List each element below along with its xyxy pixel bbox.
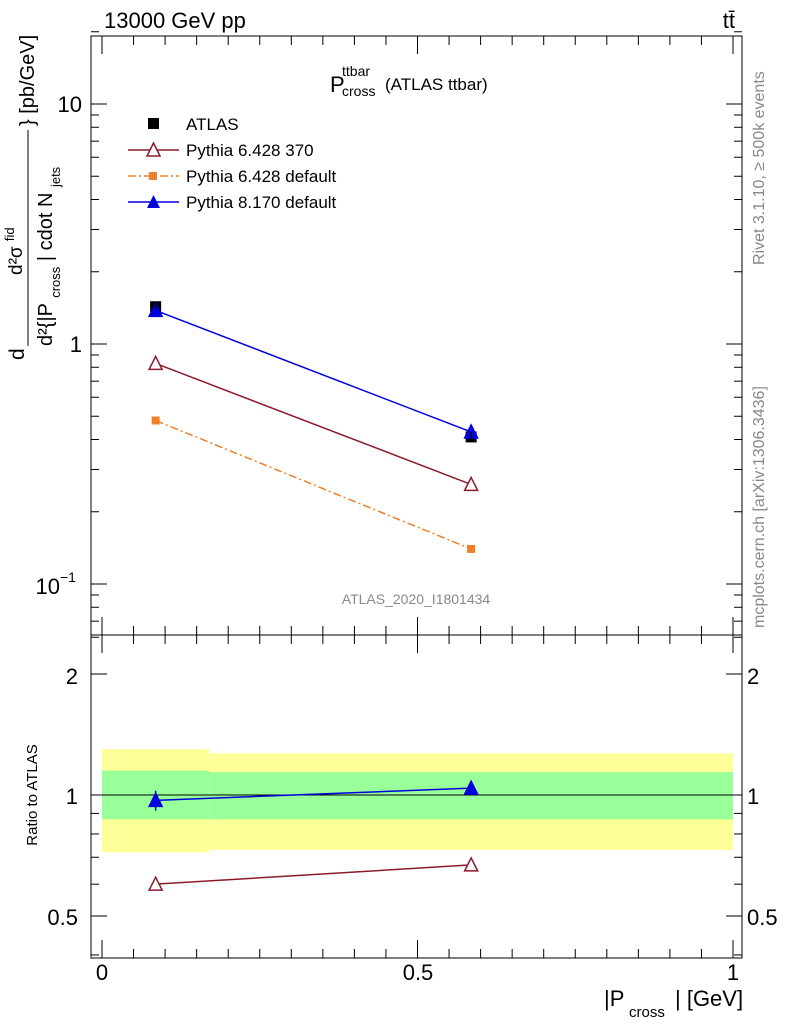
legend-entry-pythia6-370: Pythia 6.428 370: [128, 141, 314, 160]
ratio-series-lines: [155, 787, 472, 885]
ratio-frame: [90, 634, 743, 959]
point-pythia-6-428-default-1: [467, 544, 476, 553]
ylabel-num: d²σ fid: [2, 227, 27, 275]
xlabel-main: |P: [604, 986, 624, 1011]
point-pythia-6-428-default-0: [151, 416, 160, 425]
ytick-1: 1: [70, 332, 82, 357]
ytick-exponent: −1: [60, 569, 76, 585]
plot-title: P: [330, 72, 345, 97]
xlabel: |P cross | [GeV]: [604, 986, 743, 1021]
line-pythia-6-428-default: [155, 419, 472, 550]
ratio-ytick-2-right: 2: [747, 664, 759, 689]
legend-marker-pythia6-370: [145, 141, 162, 157]
ylabel-den-mid: | cdot N: [35, 193, 57, 262]
ratio-ytick-1-right: 1: [747, 784, 759, 809]
title-sup: ttbar: [342, 63, 370, 79]
ratio-ticks: [91, 635, 742, 958]
ylabel-d: d: [6, 348, 29, 360]
ylabel-close: } [pb/GeV]: [17, 35, 39, 126]
line-pythia-6-428-370: [155, 362, 472, 486]
ytick-10-base: 10: [36, 574, 60, 599]
process-label: tt̄: [723, 8, 735, 33]
ratio-markers: [147, 779, 479, 891]
xtick-0-5: 0.5: [403, 960, 434, 985]
main-series-lines: [155, 309, 472, 550]
legend-entry-atlas: ATLAS: [148, 115, 239, 134]
ratio-point-pythia-8-170-default-0: [147, 791, 164, 808]
ylabel-den-main: d²{|P: [35, 303, 57, 346]
legend-marker-pythia8-default: [147, 195, 160, 208]
ylabel-den-sub: cross: [48, 266, 63, 298]
legend: ATLAS Pythia 6.428 370 Pythia 6.428 defa…: [128, 115, 337, 212]
legend-marker-pythia6-default: [149, 172, 157, 180]
analysis-tag: ATLAS_2020_I1801434: [342, 591, 491, 607]
legend-marker-atlas: [148, 118, 159, 129]
legend-label-pythia6-370: Pythia 6.428 370: [186, 141, 314, 160]
ratio-ylabel: Ratio to ATLAS: [24, 744, 41, 845]
ratio-line-pythia-6-428-370: [155, 864, 472, 885]
main-panel: P ttbar cross (ATLAS ttbar) ATLAS_2020_I…: [2, 31, 743, 638]
point-pythia-6-428-370-0: [147, 354, 164, 371]
ratio-ytick-0-5-right: 0.5: [747, 905, 778, 930]
ratio-ytick-2: 2: [66, 664, 78, 689]
mcplots-label: mcplots.cern.ch [arXiv:1306.3436]: [751, 386, 768, 628]
legend-entry-pythia6-default: Pythia 6.428 default: [128, 167, 337, 186]
ylabel-den: d²{|P cross | cdot N jets: [35, 166, 65, 346]
ratio-point-pythia-6-428-370-0: [147, 875, 164, 891]
ratio-ytick-0-5: 0.5: [47, 905, 78, 930]
main-ticks: [91, 31, 742, 638]
xtick-0: 0: [96, 960, 108, 985]
ratio-point-pythia-6-428-370-1: [463, 856, 479, 872]
legend-entry-pythia8-default: Pythia 8.170 default: [128, 193, 337, 212]
energy-label: 13000 GeV pp: [104, 8, 246, 33]
xlabel-suffix: | [GeV]: [675, 986, 743, 1011]
rivet-label: Rivet 3.1.10, ≥ 500k events: [751, 71, 768, 265]
xtick-1: 1: [727, 960, 739, 985]
legend-label-atlas: ATLAS: [186, 115, 239, 134]
ratio-panel: 2 1 0.5 2 1 0.5 0 0.5 1 Ratio to ATLAS |…: [24, 634, 778, 1021]
title-suffix: (ATLAS ttbar): [385, 75, 488, 94]
main-markers: [147, 301, 479, 553]
ratio-line-pythia-8-170-default: [155, 787, 472, 802]
ytick-10: 10: [58, 92, 82, 117]
legend-label-pythia6-default: Pythia 6.428 default: [186, 167, 337, 186]
ylabel-den-sub2: jets: [48, 166, 63, 188]
point-pythia-6-428-370-1: [463, 475, 479, 492]
legend-label-pythia8-default: Pythia 8.170 default: [186, 193, 337, 212]
ratio-point-pythia-8-170-default-1: [463, 779, 479, 795]
title-sub: cross: [342, 83, 375, 99]
ratio-uncertainty-bands: [102, 749, 733, 853]
ylabel-num-top: d²σ: [6, 246, 27, 275]
xlabel-sub: cross: [629, 1004, 665, 1021]
ratio-ytick-1: 1: [66, 784, 78, 809]
line-pythia-8-170-default: [155, 309, 472, 433]
main-ylabel: d d²σ fid d²{|P cross | cdot N jets } [p…: [2, 35, 65, 360]
title-main: P: [330, 72, 345, 97]
ylabel-num-sup: fid: [2, 227, 17, 241]
point-pythia-8-170-default-0: [147, 301, 164, 318]
